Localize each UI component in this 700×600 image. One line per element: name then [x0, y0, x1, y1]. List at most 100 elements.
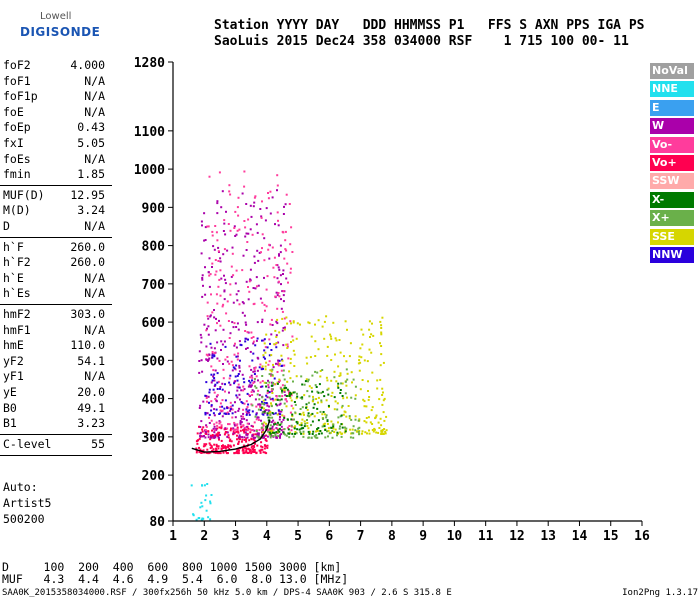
echo-point: [248, 379, 251, 382]
echo-point: [380, 424, 383, 427]
echo-point: [246, 436, 249, 439]
echo-point: [227, 320, 230, 322]
echo-point: [338, 375, 341, 377]
legend-item-x-: X+: [650, 210, 694, 227]
echo-point: [233, 429, 236, 432]
echo-point: [312, 398, 315, 401]
echo-point: [213, 408, 216, 411]
echo-point: [308, 415, 311, 418]
echo-point: [288, 370, 291, 373]
echo-point: [278, 359, 281, 362]
echo-point: [233, 367, 236, 370]
echo-point: [268, 433, 271, 435]
legend-item-noval: NoVal: [650, 63, 694, 79]
echo-point: [243, 439, 246, 441]
echo-point: [281, 389, 283, 392]
echo-point: [218, 452, 221, 455]
echo-point: [241, 311, 244, 314]
echo-point: [231, 321, 234, 324]
echo-point: [230, 275, 233, 278]
echo-point: [309, 356, 312, 359]
echo-point: [331, 391, 334, 394]
param-separator: [0, 455, 112, 457]
echo-point: [236, 438, 238, 441]
echo-point: [330, 426, 333, 429]
echo-point: [241, 438, 244, 441]
echo-point: [219, 386, 222, 388]
echo-point: [284, 230, 287, 233]
echo-point: [276, 421, 279, 424]
echo-point: [236, 299, 239, 302]
echo-point: [205, 353, 208, 356]
echo-point: [222, 446, 225, 449]
echo-point: [214, 369, 217, 372]
echo-point: [229, 401, 232, 404]
echo-point: [308, 385, 311, 388]
param-row: foF2 4.000: [3, 58, 105, 73]
echo-point: [214, 449, 217, 452]
echo-point: [214, 451, 217, 454]
legend-item-sse: SSE: [650, 228, 694, 245]
param-value: 55: [91, 436, 105, 451]
y-tick-label: 700: [142, 278, 166, 293]
echo-point: [357, 362, 360, 365]
echo-point: [203, 239, 206, 242]
echo-point: [241, 402, 244, 405]
echo-point: [339, 425, 341, 428]
echo-point: [290, 404, 293, 407]
echo-point: [226, 411, 229, 414]
echo-point: [251, 379, 253, 382]
echo-point: [203, 484, 206, 487]
echo-point: [216, 381, 219, 384]
param-value: N/A: [84, 73, 105, 88]
echo-point: [213, 347, 216, 350]
echo-point: [258, 398, 261, 401]
echo-point: [369, 421, 372, 424]
echo-point: [286, 418, 289, 421]
echo-point: [270, 402, 272, 405]
echo-point: [291, 415, 294, 418]
echo-point: [308, 395, 311, 398]
echo-point: [270, 427, 273, 430]
echo-point: [285, 405, 288, 408]
echo-point: [213, 355, 216, 358]
echo-point: [269, 434, 272, 437]
echo-point: [290, 429, 293, 432]
echo-point: [210, 381, 213, 384]
echo-point: [223, 274, 225, 277]
echo-point: [197, 439, 200, 442]
echo-point: [253, 302, 256, 305]
legend-item-ssw: SSW: [650, 173, 694, 190]
param-row: yE 20.0: [3, 385, 105, 400]
echo-point: [257, 357, 260, 360]
echo-point: [327, 435, 329, 438]
echo-point: [303, 420, 306, 423]
echo-point: [359, 388, 362, 391]
echo-point: [358, 359, 361, 362]
echo-point: [223, 433, 226, 436]
echo-point: [207, 358, 210, 361]
echo-point: [219, 409, 222, 412]
echo-point: [329, 431, 332, 434]
echo-point: [221, 409, 224, 412]
echo-point: [282, 273, 284, 275]
echo-point: [257, 284, 260, 287]
echo-point: [213, 377, 216, 380]
echo-point: [303, 394, 306, 397]
echo-point: [208, 452, 211, 455]
param-name: D: [3, 219, 10, 233]
echo-point: [306, 390, 309, 393]
echo-point: [330, 337, 333, 340]
echo-point: [207, 271, 210, 274]
echo-point: [248, 451, 251, 454]
echo-point: [244, 235, 247, 238]
echo-point: [295, 420, 298, 423]
echo-point: [272, 366, 275, 369]
echo-point: [334, 353, 336, 356]
echo-point: [289, 411, 292, 414]
echo-point: [278, 395, 281, 397]
echo-point: [220, 439, 223, 442]
echo-point: [255, 452, 258, 455]
echo-point: [226, 427, 229, 430]
echo-point: [283, 402, 286, 405]
